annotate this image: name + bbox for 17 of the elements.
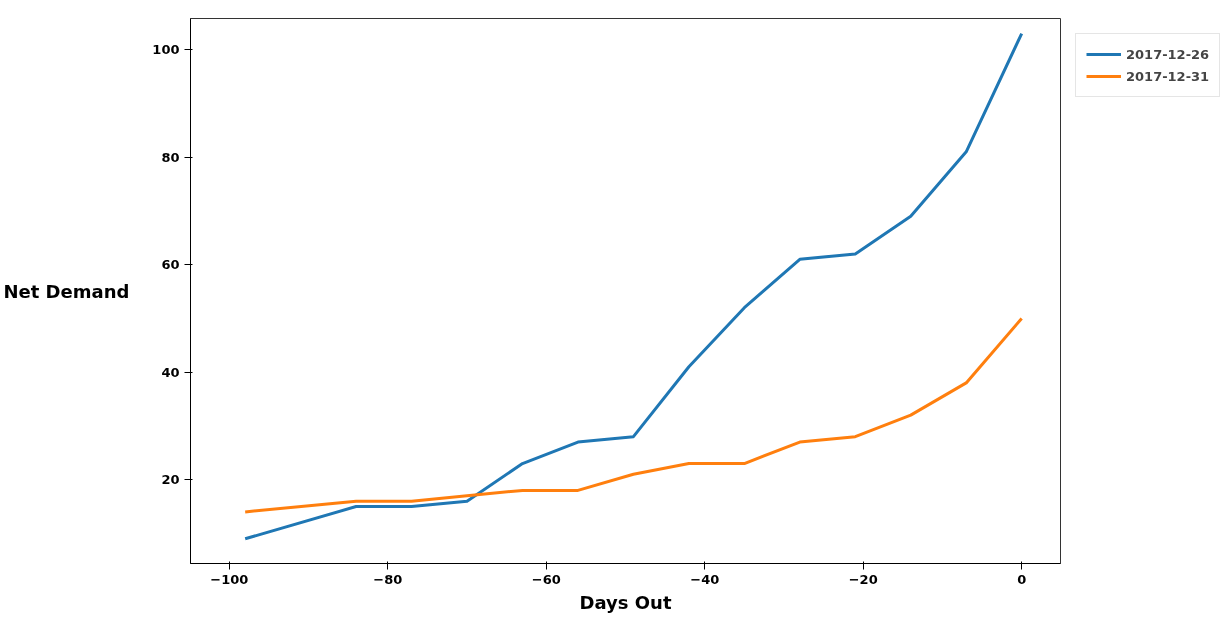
x-tick-label: −20 bbox=[848, 571, 878, 587]
line-series bbox=[243, 32, 1024, 541]
x-tick-label: −80 bbox=[373, 571, 403, 587]
y-tick-label: 40 bbox=[161, 364, 180, 380]
x-tick-label: −40 bbox=[690, 571, 720, 587]
y-tick-label: 80 bbox=[161, 149, 180, 165]
x-tick-label: −100 bbox=[210, 571, 249, 587]
x-tick-label: 0 bbox=[1017, 571, 1027, 587]
x-axis-title: Days Out bbox=[579, 591, 672, 613]
y-axis-title: Net Demand bbox=[3, 280, 130, 302]
line-series bbox=[243, 316, 1024, 514]
y-tick-label: 60 bbox=[161, 257, 180, 273]
y-tick-label: 20 bbox=[161, 472, 180, 488]
legend-label: 2017-12-31 bbox=[1126, 68, 1210, 84]
y-tick-label: 100 bbox=[152, 42, 180, 58]
legend-label: 2017-12-26 bbox=[1126, 46, 1210, 62]
x-tick-label: −60 bbox=[531, 571, 561, 587]
